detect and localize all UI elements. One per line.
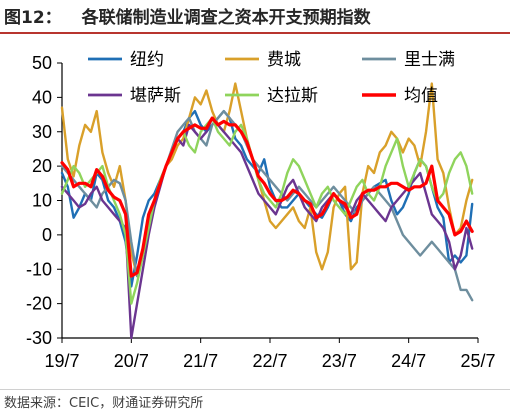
legend-label-5: 达拉斯 [267,86,318,106]
x-axis: 19/7 20/7 21/7 22/7 23/7 24/7 25/7 [44,338,496,371]
legend-label-3: 里士满 [404,50,455,70]
series-line-6 [60,116,474,278]
series-line-4 [60,116,474,340]
x-tick-label: 23/7 [322,351,357,371]
x-tick-label: 25/7 [460,351,495,371]
figure-title-text: 各联储制造业调查之资本开支预期指数 [81,8,371,28]
title-underline [0,32,510,34]
series-line-2 [60,82,474,278]
x-tick-label: 20/7 [114,351,149,371]
y-axis: -30 -20 -10 0 10 20 30 40 50 [26,53,62,348]
x-tick-label: 21/7 [183,351,218,371]
series-lines [60,82,474,340]
series-line-3 [60,109,474,302]
legend-label-1: 纽约 [130,50,164,70]
legend-label-4: 堪萨斯 [130,86,181,106]
y-tick-label: 0 [42,225,52,245]
x-tick-label: 19/7 [44,351,79,371]
y-tick-label: 30 [32,122,52,142]
footer-divider [0,389,510,390]
y-tick-label: -10 [26,259,52,279]
chart-title: 图12： 各联储制造业调查之资本开支预期指数 [4,3,371,28]
x-tick-label: 22/7 [252,351,287,371]
x-tick-label: 24/7 [391,351,426,371]
legend-label-6: 均值 [404,86,438,106]
source-note: 数据来源：CEIC，财通证券研究所 [4,396,204,411]
figure-label: 图12： [4,8,62,28]
chart-area: -30 -20 -10 0 10 20 30 40 50 19/7 20/7 21/7 22/7 23/… [26,50,496,371]
title-bar: 图12： 各联储制造业调查之资本开支预期指数 [0,0,510,32]
y-tick-label: -20 [26,294,52,314]
y-tick-label: 10 [32,191,52,211]
legend-label-2: 费城 [267,50,301,70]
y-tick-label: 40 [32,87,52,107]
y-tick-label: -30 [26,328,52,348]
y-tick-label: 20 [32,156,52,176]
y-tick-label: 50 [32,53,52,73]
series-line-5 [60,116,474,305]
